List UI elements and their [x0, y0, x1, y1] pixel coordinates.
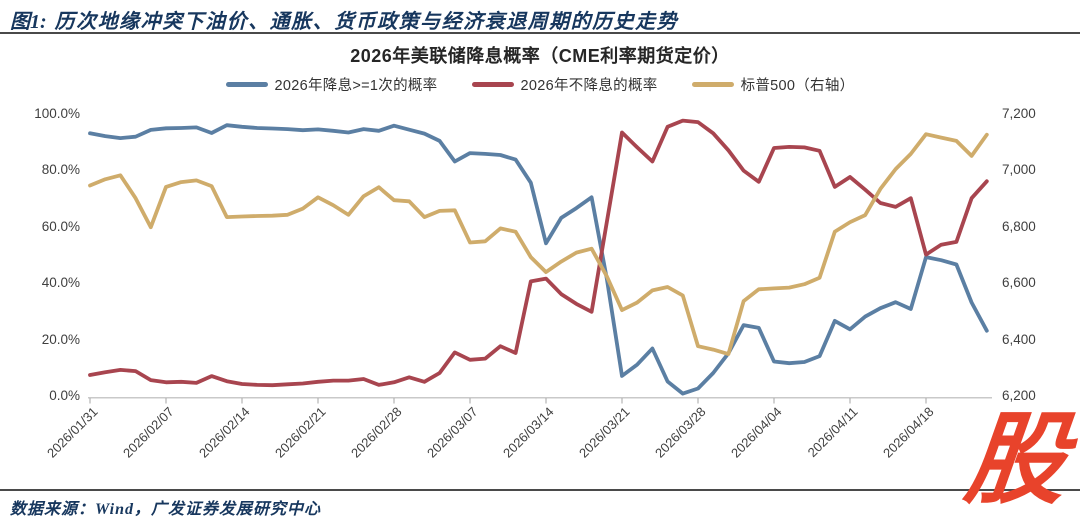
- legend-swatch-icon: [225, 82, 268, 87]
- left-axis-tick-label: 0.0%: [49, 388, 80, 403]
- legend-item-0: 2026年降息>=1次的概率: [225, 74, 438, 95]
- left-axis-tick-label: 60.0%: [41, 218, 80, 234]
- right-axis-tick-label: 6,800: [1002, 218, 1036, 234]
- left-axis-tick-label: 100.0%: [34, 106, 80, 121]
- legend-item-2: 标普500（右轴）: [691, 74, 855, 95]
- legend-swatch-icon: [691, 82, 734, 87]
- left-axis-tick-label: 40.0%: [41, 275, 80, 291]
- right-axis-tick-label: 7,200: [1002, 106, 1036, 121]
- figure-header: 图1: 历次地缘冲突下油价、通胀、货币政策与经济衰退周期的历史走势: [10, 5, 1070, 34]
- data-source-text: 数据来源：Wind，广发证券发展研究中心: [10, 501, 321, 518]
- series-line-2: [88, 132, 989, 357]
- brand-logo: 股: [960, 404, 1072, 516]
- chart-legend: 2026年降息>=1次的概率 2026年不降息的概率 标普500（右轴）: [0, 74, 1080, 95]
- header-divider: [0, 32, 1080, 34]
- legend-item-1: 2026年不降息的概率: [471, 74, 658, 95]
- figure-label: 图1:: [10, 11, 47, 33]
- right-axis-tick-label: 6,200: [1002, 388, 1036, 403]
- legend-label: 2026年降息>=1次的概率: [274, 78, 438, 94]
- legend-swatch-icon: [471, 82, 514, 87]
- series-line-1: [88, 118, 989, 388]
- right-axis-tick-label: 7,000: [1002, 162, 1036, 178]
- series-line-0: [88, 123, 989, 396]
- footer-divider: [0, 489, 1080, 491]
- legend-label: 2026年不降息的概率: [520, 78, 658, 94]
- right-axis-tick-label: 6,600: [1002, 275, 1036, 291]
- chart-title: 2026年美联储降息概率（CME利率期货定价）: [350, 46, 730, 66]
- left-axis-tick-label: 20.0%: [41, 331, 80, 347]
- figure-title: 历次地缘冲突下油价、通胀、货币政策与经济衰退周期的历史走势: [54, 11, 679, 33]
- legend-label: 标普500（右轴）: [740, 78, 855, 94]
- left-axis-tick-label: 80.0%: [41, 162, 80, 178]
- right-axis-tick-label: 6,400: [1002, 331, 1036, 347]
